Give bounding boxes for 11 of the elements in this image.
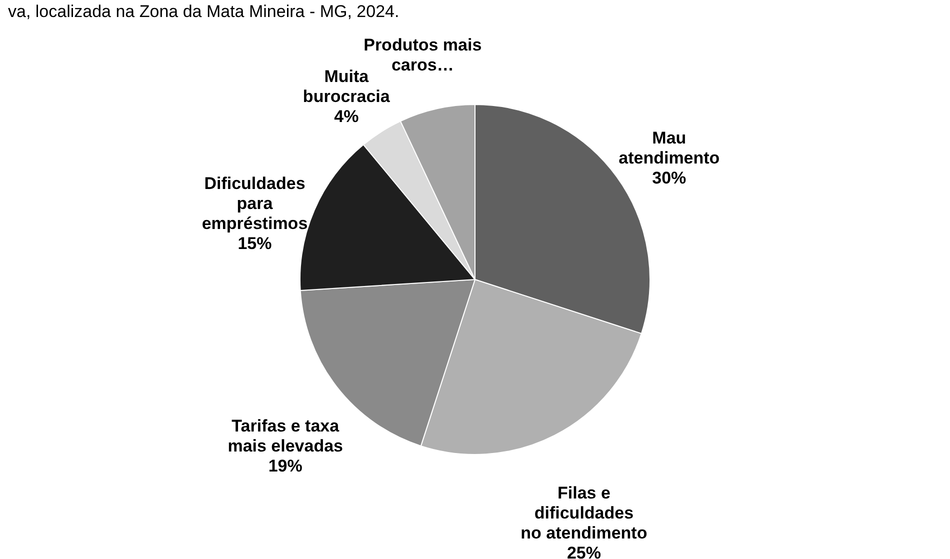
slice-label: Tarifas e taxa mais elevadas [228, 416, 344, 456]
slice-label: Dificuldades para empréstimos [202, 174, 308, 234]
slice-label: Filas e dificuldades no atendimento [520, 483, 648, 542]
slice-label: Mau atendimento [618, 128, 720, 168]
data-label: 15% [238, 234, 272, 254]
data-label: 4% [334, 106, 359, 126]
data-label: 19% [268, 456, 302, 476]
text: va, localizada na Zona da Mata Mineira - MG, 2024. [8, 2, 400, 21]
data-label: 25% [566, 543, 601, 559]
slice-label: Muita burocracia [302, 66, 390, 106]
data-label: 30% [652, 168, 686, 188]
